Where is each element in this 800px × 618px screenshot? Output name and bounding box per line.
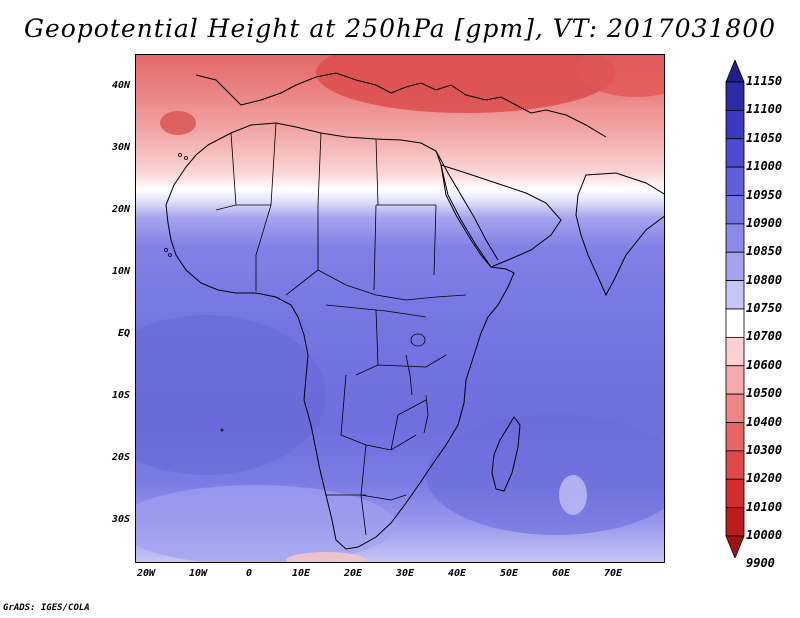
colorbar-segment [725, 450, 745, 480]
arabia [440, 164, 562, 268]
india [575, 172, 664, 297]
light-blue-south [136, 485, 396, 562]
colorbar-segment [725, 478, 745, 509]
lon-label-10w: 10W [188, 568, 208, 579]
colorbar-label: 10200 [746, 471, 783, 486]
lake-malawi [423, 394, 429, 434]
colorbar-bottom-arrow [725, 535, 745, 558]
lon-label-30e: 30E [395, 568, 415, 579]
colorbar-segment [725, 280, 745, 310]
lat-label-30s: 30S [111, 514, 130, 525]
lat-label-40n: 40N [111, 80, 130, 91]
deep-blue-indian [426, 415, 664, 535]
credit-label: GrADS: IGES/COLA [3, 603, 90, 613]
colorbar-label: 10900 [746, 215, 783, 230]
colorbar-label: 10400 [746, 414, 783, 429]
colorbar-segment [725, 507, 745, 537]
colorbar-label: 10000 [746, 528, 783, 542]
colorbar-segment [725, 365, 745, 395]
atlantic-islands [164, 153, 224, 432]
map-panel [135, 54, 665, 563]
country-borders [215, 122, 467, 536]
lat-label-20n: 20N [111, 204, 130, 215]
high-red-west [160, 111, 196, 135]
lat-label-20s: 20S [111, 452, 130, 463]
colorbar-segment [725, 308, 745, 338]
pink-spot-south [286, 552, 366, 562]
lon-label-0: 0 [245, 568, 253, 579]
colorbar-top-arrow [725, 60, 745, 83]
colorbar-segment [725, 223, 745, 253]
pale-spot-madagascar [559, 475, 587, 515]
colorbar-label: 11000 [746, 159, 783, 174]
lon-label-40e: 40E [447, 568, 467, 579]
colorbar-label: 10700 [746, 329, 783, 344]
high-red-east [576, 55, 664, 97]
red-sea [435, 150, 499, 261]
europe-coast [195, 72, 607, 138]
chart-title: Geopotential Height at 250hPa [gpm], VT:… [23, 14, 777, 43]
colorbar-label: 10100 [746, 499, 783, 514]
colorbar-label: 10950 [746, 187, 783, 202]
colorbar-label: 10800 [746, 272, 783, 287]
lat-label-30n: 30N [111, 142, 130, 153]
colorbar-segment [725, 251, 745, 282]
colorbar-label: 10850 [746, 244, 783, 259]
lat-label-eq: EQ [117, 328, 130, 339]
lon-label-20e: 20E [343, 568, 363, 579]
lon-label-70e: 70E [603, 568, 623, 579]
colorbar-segment [725, 109, 745, 140]
colorbar-label: 10300 [746, 442, 783, 457]
colorbar-label: 11050 [746, 130, 783, 145]
colorbar-segment [725, 336, 745, 367]
colorbar-segment [725, 81, 745, 111]
lat-label-10s: 10S [111, 390, 130, 401]
colorbar-label: 9900 [746, 556, 775, 571]
lon-label-20w: 20W [136, 568, 156, 579]
colorbar-segment [725, 166, 745, 196]
lon-label-50e: 50E [499, 568, 519, 579]
colorbar-label: 11100 [746, 102, 783, 117]
lake-victoria [410, 333, 426, 347]
lon-label-60e: 60E [551, 568, 571, 579]
lat-label-10n: 10N [111, 266, 130, 277]
colorbar-label: 10500 [746, 386, 783, 401]
colorbar-label: 11150 [746, 74, 783, 88]
colorbar-segment [725, 393, 745, 423]
map-canvas [136, 55, 664, 562]
colorbar-segment [725, 138, 745, 168]
colorbar-label: 10600 [746, 357, 783, 372]
colorbar [725, 60, 745, 558]
colorbar-segment [725, 422, 745, 452]
deep-blue-west [136, 315, 326, 475]
high-red-core [316, 55, 616, 113]
lon-label-10e: 10E [291, 568, 311, 579]
lake-tanganyika [405, 354, 413, 396]
colorbar-segment [725, 195, 745, 225]
madagascar [491, 416, 521, 492]
colorbar-label: 10750 [746, 301, 783, 315]
